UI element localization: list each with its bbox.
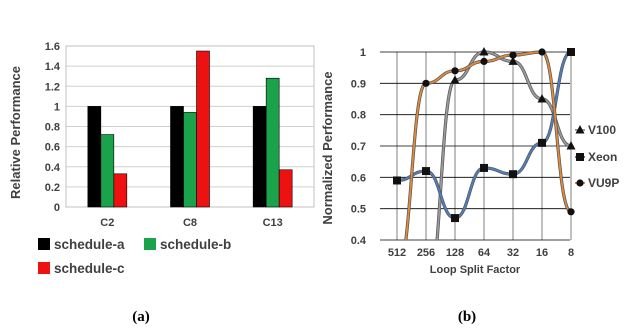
legend-label: schedule-b (160, 237, 231, 252)
point-VU9P (422, 79, 430, 87)
point-VU9P (451, 67, 459, 75)
bar-schedule-b-C13 (265, 77, 280, 208)
point-Xeon (422, 167, 430, 176)
point-VU9P (567, 208, 575, 216)
caption-a: (a) (132, 309, 150, 325)
point-Xeon (451, 214, 459, 223)
point-Xeon (509, 170, 517, 179)
legend-swatch-schedule-a (38, 238, 50, 250)
legend-marker-Xeon (576, 153, 584, 161)
y-tick-label: 0.2 (45, 182, 60, 194)
point-Xeon (393, 176, 401, 185)
point-VU9P (480, 57, 488, 65)
point-Xeon (538, 138, 546, 147)
y-tick-label: 0.6 (351, 172, 366, 184)
legend-label: schedule-a (54, 237, 125, 252)
x-tick-label: 32 (507, 247, 519, 259)
x-tick-label: 256 (417, 247, 435, 259)
x-tick-label: 64 (478, 247, 491, 259)
point-V100 (537, 94, 547, 103)
y-tick-label: 0.9 (351, 78, 366, 90)
bar-schedule-c-C13 (278, 169, 293, 208)
y-tick-label: 0.8 (45, 122, 60, 134)
chart-a: 0 0.2 0.4 0.6 0.8 1 1.2 1.4 1.6 C2 C8 C13 Relative P… (8, 41, 315, 325)
point-V100 (508, 56, 518, 65)
x-tick-label: 16 (536, 247, 548, 259)
x-tick-label: 512 (388, 247, 406, 259)
point-V100 (566, 141, 576, 150)
y-tick-label: 1 (360, 47, 366, 59)
bar-schedule-b-C8 (183, 112, 197, 208)
legend-swatch-schedule-c (38, 262, 50, 274)
x-tick-label: 8 (568, 247, 574, 259)
y-tick-label: 0 (54, 202, 60, 214)
y-tick-label: 1.6 (45, 41, 60, 53)
y-tick-label: 0.8 (351, 110, 366, 122)
y-tick-label: 0.7 (351, 141, 366, 153)
x-tick-label: C2 (100, 217, 114, 229)
y-tick-label: 1.2 (45, 81, 60, 93)
legend-label: V100 (588, 123, 616, 137)
legend-label: schedule-c (54, 261, 125, 276)
legend-marker-VU9P (576, 179, 584, 187)
y-tick-label: 1 (54, 101, 60, 113)
y-axis-label: Normalized Performance (320, 71, 335, 224)
bar-schedule-c-C8 (196, 50, 210, 208)
y-tick-label: 0.4 (351, 235, 367, 247)
caption-b: (b) (458, 309, 476, 325)
legend-label: Xeon (588, 150, 617, 164)
point-Xeon (480, 163, 488, 172)
point-V100 (479, 47, 489, 56)
point-Xeon (567, 48, 575, 56)
chart-b: 0.4 0.5 0.6 0.7 0.8 0.9 1 512 256 128 64 32 16 8 Loop … (320, 47, 619, 325)
bar-schedule-b-C2 (100, 134, 115, 208)
point-VU9P (538, 48, 546, 56)
bar-schedule-c-C2 (113, 173, 128, 208)
legend-label: VU9P (588, 176, 619, 190)
x-tick-label: C13 (263, 217, 283, 229)
point-VU9P (509, 51, 517, 59)
y-tick-label: 0.4 (45, 162, 61, 174)
point-V100 (450, 75, 460, 84)
y-tick-label: 1.4 (45, 61, 61, 73)
bar-schedule-a-C2 (87, 106, 102, 208)
x-tick-label: C8 (183, 217, 197, 229)
y-tick-label: 0.6 (45, 142, 60, 154)
y-tick-label: 0.5 (351, 204, 366, 216)
legend-swatch-schedule-b (144, 238, 156, 250)
legend-marker-V100 (575, 125, 585, 134)
x-axis-label: Loop Split Factor (430, 264, 521, 276)
bar-schedule-a-C13 (252, 106, 267, 208)
x-tick-label: 128 (446, 247, 464, 259)
bar-schedule-a-C8 (170, 106, 184, 208)
y-axis-label: Relative Performance (8, 66, 23, 199)
